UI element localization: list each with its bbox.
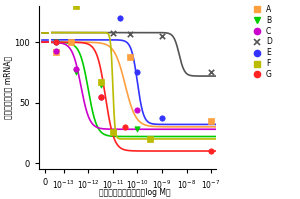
- Point: [54, 50, 59, 54]
- Point: [54, 49, 59, 52]
- Point: [160, 117, 164, 120]
- Point: [209, 71, 214, 74]
- Point: [123, 125, 128, 128]
- Point: [74, 67, 78, 70]
- Point: [69, 41, 74, 44]
- Point: [110, 31, 115, 34]
- Point: [54, 41, 59, 44]
- Point: [135, 108, 140, 111]
- Point: [209, 119, 214, 122]
- Point: [135, 128, 140, 131]
- Point: [98, 81, 103, 84]
- Point: [98, 95, 103, 98]
- Point: [54, 41, 59, 44]
- Point: [98, 83, 103, 86]
- Point: [209, 149, 214, 153]
- Point: [128, 55, 132, 58]
- Point: [74, 71, 78, 74]
- Point: [118, 17, 123, 20]
- Point: [128, 32, 132, 35]
- Legend: A, B, C, D, E, F, G: A, B, C, D, E, F, G: [247, 2, 275, 82]
- Text: サイナス腺ペプチド（log M）: サイナス腺ペプチド（log M）: [99, 188, 171, 197]
- Point: [54, 41, 59, 44]
- Y-axis label: ビテロジェニン mRNA量: ビテロジェニン mRNA量: [4, 56, 13, 119]
- Point: [74, 4, 78, 8]
- Point: [98, 95, 103, 98]
- Point: [147, 137, 152, 140]
- Point: [110, 130, 115, 133]
- Point: [160, 35, 164, 38]
- Point: [135, 71, 140, 74]
